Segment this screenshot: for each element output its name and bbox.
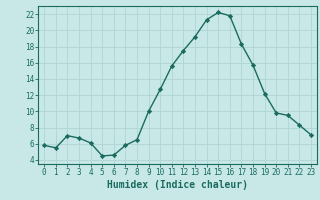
X-axis label: Humidex (Indice chaleur): Humidex (Indice chaleur): [107, 180, 248, 190]
